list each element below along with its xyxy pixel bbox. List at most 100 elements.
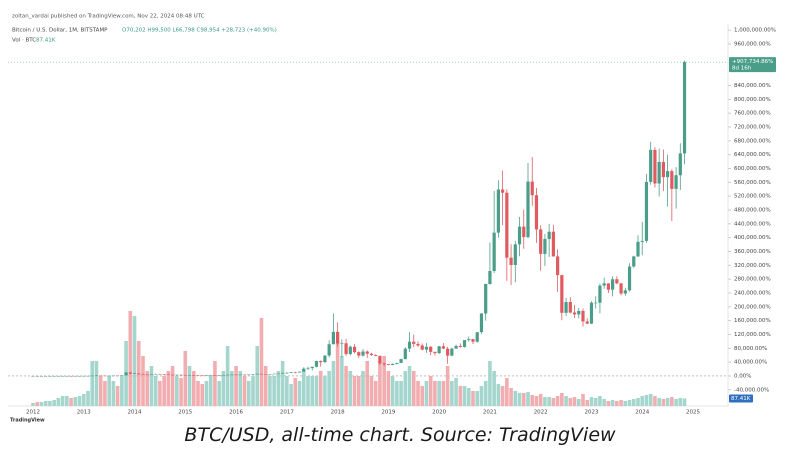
volume-bar bbox=[69, 397, 73, 406]
volume-bar bbox=[323, 376, 327, 406]
candle-body bbox=[124, 372, 128, 376]
x-tick-label: 2014 bbox=[128, 410, 142, 416]
ohlc-legend: O70,202 H99,500 L66,798 C98,954 +28,723 … bbox=[122, 28, 277, 34]
volume-bar bbox=[310, 376, 315, 406]
candle-body bbox=[44, 375, 48, 377]
volume-bar bbox=[589, 397, 594, 406]
volume-bar bbox=[560, 392, 564, 406]
volume-bar bbox=[576, 399, 581, 406]
candle-body bbox=[259, 373, 264, 375]
candle-body bbox=[251, 374, 255, 375]
volume-bar bbox=[98, 376, 103, 406]
volume-bar bbox=[268, 376, 272, 406]
candle-body bbox=[391, 363, 395, 365]
volume-bar bbox=[238, 371, 243, 406]
candle-body bbox=[281, 372, 285, 374]
candle-body bbox=[166, 374, 170, 376]
volume-bar bbox=[670, 397, 674, 406]
volume-legend-value: 87.41K bbox=[36, 38, 56, 44]
candle-body bbox=[560, 275, 564, 313]
candle-body bbox=[289, 372, 293, 373]
x-tick-label: 2018 bbox=[331, 410, 345, 416]
y-tick-label: 1,000,000.00% bbox=[734, 28, 776, 34]
volume-bar bbox=[555, 396, 560, 406]
candle-body bbox=[556, 256, 560, 276]
candle-body bbox=[247, 374, 251, 376]
volume-bar bbox=[335, 341, 340, 406]
volume-bar bbox=[128, 311, 133, 406]
x-tick-label: 2016 bbox=[229, 410, 243, 416]
volume-bar bbox=[90, 361, 95, 406]
volume-bar bbox=[441, 381, 446, 406]
volume-bar bbox=[145, 371, 150, 406]
candle-body bbox=[179, 374, 183, 376]
volume-bar bbox=[598, 396, 602, 406]
candle-body bbox=[302, 368, 306, 372]
volume-bar bbox=[48, 401, 52, 406]
candle-body bbox=[572, 312, 577, 315]
volume-bar bbox=[492, 371, 496, 406]
candle-body bbox=[522, 226, 526, 238]
volume-bar bbox=[107, 376, 111, 406]
y-tick-label: 40,000.00% bbox=[734, 360, 767, 366]
y-tick-label: 720,000.00% bbox=[734, 125, 771, 131]
last-volume-label: 87.41K bbox=[731, 396, 751, 402]
candle-body bbox=[340, 343, 344, 344]
volume-bar bbox=[648, 394, 653, 406]
candle-body bbox=[678, 153, 682, 176]
chart: zoltan_vardai published on TradingView.c… bbox=[8, 14, 776, 424]
volume-bar bbox=[543, 397, 547, 406]
volume-bar bbox=[204, 381, 209, 406]
volume-bar bbox=[179, 377, 183, 406]
candle-body bbox=[475, 332, 479, 342]
volume-bar bbox=[132, 316, 137, 406]
candle-body bbox=[183, 374, 187, 376]
candle-body bbox=[128, 372, 132, 374]
candle-body bbox=[306, 368, 310, 369]
volume-bar bbox=[361, 371, 365, 406]
candle-body bbox=[344, 343, 348, 355]
y-tick-label: 200,000.00% bbox=[734, 304, 771, 310]
volume-bar bbox=[517, 392, 522, 406]
volume-bar bbox=[183, 351, 188, 406]
candle-body bbox=[369, 353, 374, 356]
candle-body bbox=[509, 257, 513, 265]
volume-bar bbox=[454, 377, 458, 406]
volume-bar bbox=[403, 371, 408, 406]
candle-body bbox=[357, 352, 361, 356]
candle-body bbox=[636, 241, 640, 257]
candle-body bbox=[649, 149, 653, 182]
volume-bar bbox=[378, 361, 382, 406]
volume-bar bbox=[615, 401, 619, 406]
volume-bar bbox=[86, 391, 90, 406]
volume-bar bbox=[60, 396, 65, 406]
y-tick-label: 360,000.00% bbox=[734, 249, 771, 255]
candle-body bbox=[145, 374, 149, 376]
candle-body bbox=[120, 375, 124, 376]
candle-body bbox=[594, 302, 598, 304]
candle-body bbox=[56, 375, 60, 377]
watermark: TradingView bbox=[10, 418, 45, 424]
volume-bar bbox=[653, 396, 657, 406]
candle-body bbox=[234, 374, 238, 376]
volume-bar bbox=[572, 397, 577, 406]
candle-body bbox=[323, 355, 327, 363]
x-tick-label: 2019 bbox=[381, 410, 395, 416]
volume-bar bbox=[640, 396, 645, 406]
volume-bar bbox=[365, 361, 370, 406]
candle-body bbox=[395, 362, 399, 364]
volume-bar bbox=[420, 386, 425, 406]
volume-bar bbox=[665, 397, 670, 406]
volume-bar bbox=[162, 376, 166, 406]
volume-bar bbox=[593, 397, 598, 406]
candle-body bbox=[99, 375, 103, 377]
candle-body bbox=[547, 231, 551, 239]
candle-body bbox=[35, 375, 39, 377]
candle-body bbox=[61, 375, 65, 377]
candle-body bbox=[348, 346, 352, 355]
candle-body bbox=[386, 364, 390, 365]
candle-body bbox=[564, 302, 568, 313]
candle-body bbox=[632, 256, 636, 267]
volume-bar bbox=[242, 376, 247, 406]
caption: BTC/USD, all-time chart. Source: Trading… bbox=[184, 424, 616, 446]
